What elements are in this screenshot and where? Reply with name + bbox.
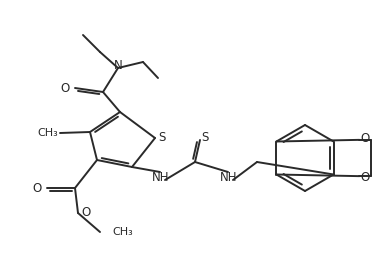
- Text: O: O: [81, 207, 90, 220]
- Text: CH₃: CH₃: [37, 128, 58, 138]
- Text: NH: NH: [220, 171, 238, 183]
- Text: NH: NH: [152, 171, 170, 183]
- Text: O: O: [61, 81, 70, 95]
- Text: O: O: [33, 181, 42, 195]
- Text: O: O: [361, 171, 370, 184]
- Text: N: N: [114, 59, 122, 71]
- Text: S: S: [201, 130, 209, 144]
- Text: O: O: [361, 132, 370, 145]
- Text: S: S: [158, 130, 166, 144]
- Text: CH₃: CH₃: [112, 227, 133, 237]
